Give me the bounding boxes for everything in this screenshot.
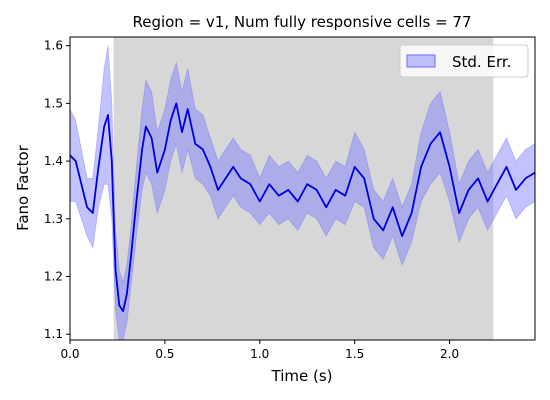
y-tick-label: 1.3 xyxy=(44,212,63,226)
legend: Std. Err. xyxy=(399,44,529,78)
x-tick-label: 0.5 xyxy=(155,347,174,361)
legend-swatch xyxy=(406,54,436,68)
legend-label: Std. Err. xyxy=(452,53,511,71)
legend-box xyxy=(399,44,529,78)
plot-frame xyxy=(69,36,536,341)
y-tick-label: 1.4 xyxy=(44,154,63,168)
x-tick-label: 1.5 xyxy=(345,347,364,361)
y-tick-label: 1.6 xyxy=(44,39,63,53)
x-tick-label: 1.0 xyxy=(250,347,269,361)
chart-title: Region = v1, Num fully responsive cells … xyxy=(132,13,471,31)
stimulus-shaded-region xyxy=(113,37,494,340)
y-tick-label: 1.1 xyxy=(44,327,63,341)
x-tick-label: 2.0 xyxy=(440,347,459,361)
y-tick-label: 1.5 xyxy=(44,96,63,110)
y-tick-label: 1.2 xyxy=(44,270,63,284)
x-tick-label: 0.0 xyxy=(60,347,79,361)
x-axis-label: Time (s) xyxy=(271,367,333,385)
y-axis-label: Fano Factor xyxy=(14,144,32,231)
mean-fano-factor-line xyxy=(69,102,536,312)
